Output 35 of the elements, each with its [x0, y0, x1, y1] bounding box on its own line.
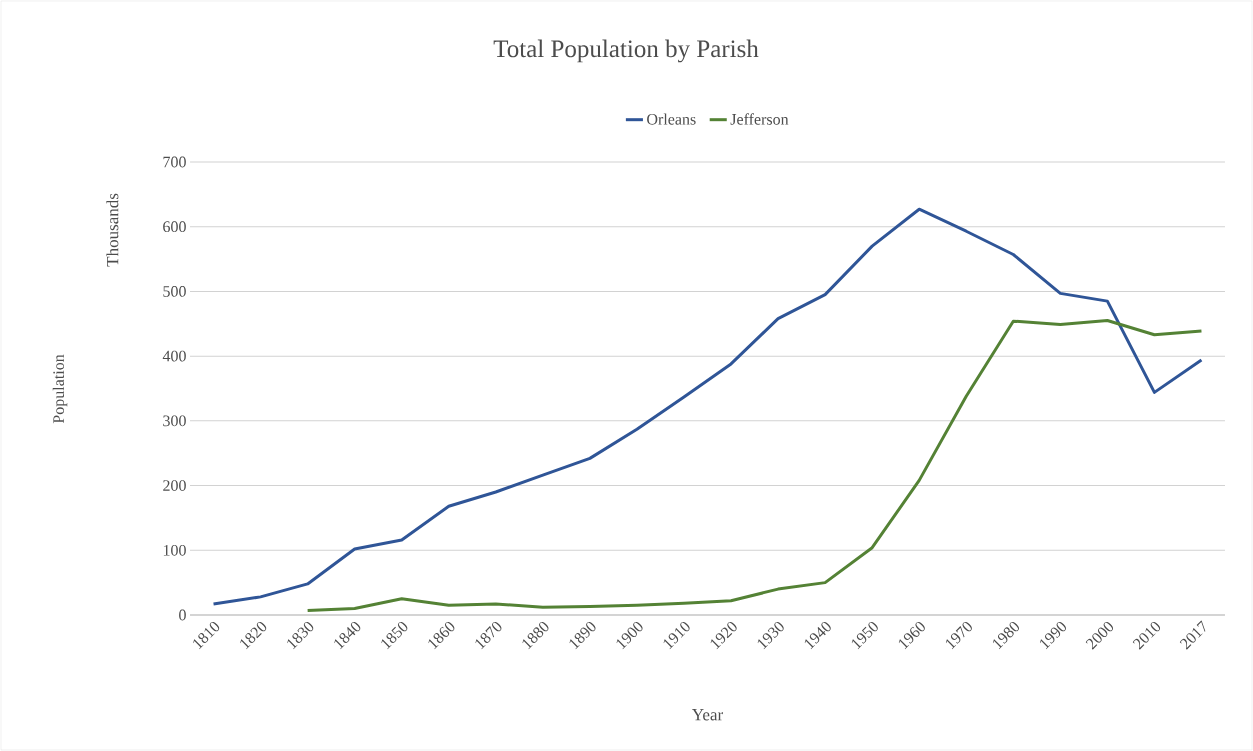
- x-tick-label: 1940: [804, 621, 831, 650]
- legend-label: Jefferson: [730, 113, 789, 125]
- x-tick-label: 1910: [663, 621, 690, 650]
- x-tick-label: 1880: [522, 621, 549, 650]
- legend-label: Orleans: [647, 113, 696, 125]
- y-tick-label: 400: [162, 350, 186, 362]
- x-tick-label: 1870: [475, 621, 502, 650]
- y-tick-label: 600: [163, 221, 186, 233]
- x-tick-label: 1810: [193, 621, 220, 650]
- y-axis-title: Thousands: [106, 193, 119, 267]
- x-tick-label: 1830: [287, 621, 314, 650]
- y-tick-label: 100: [163, 544, 186, 556]
- y-tick-label: 0: [179, 609, 186, 621]
- x-tick-label: 1960: [898, 621, 925, 650]
- y-tick-label: 200: [163, 480, 186, 491]
- x-tick-label: 1920: [710, 621, 737, 650]
- x-axis-title: Year: [692, 709, 724, 721]
- y-tick-label: 300: [163, 415, 186, 427]
- y-tick-label: 700: [163, 156, 186, 168]
- x-tick-label: 1890: [569, 621, 596, 650]
- line-series: [306, 319, 1203, 612]
- x-tick-label: 1900: [616, 621, 643, 650]
- x-tick-label: 1840: [334, 621, 361, 650]
- x-tick-label: 1930: [757, 621, 784, 650]
- x-tick-label: 1820: [240, 621, 267, 650]
- x-tick-label: 1850: [381, 621, 408, 650]
- x-tick-label: 1950: [851, 621, 878, 650]
- x-tick-label: 1970: [945, 621, 972, 650]
- line-series: [212, 207, 1203, 606]
- x-tick-label: 1980: [992, 621, 1019, 650]
- x-tick-label: 1990: [1040, 621, 1067, 650]
- x-tick-label: 1860: [428, 621, 455, 650]
- text: Population: [52, 354, 68, 424]
- chart-title: Total Population by Parish: [493, 39, 759, 63]
- y-tick-label: 500: [163, 286, 186, 297]
